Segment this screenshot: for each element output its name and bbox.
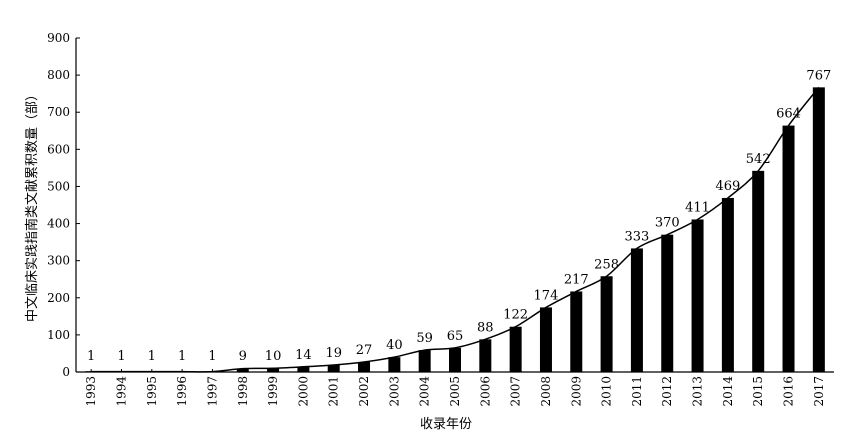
bar: [388, 357, 401, 372]
data-label: 1: [148, 349, 156, 364]
x-tick-label: 2001: [327, 376, 341, 407]
x-axis-title: 收录年份: [420, 417, 472, 432]
bar: [782, 125, 795, 373]
y-tick-label: 100: [47, 328, 70, 342]
x-tick-label: 2011: [630, 376, 644, 407]
bar: [539, 307, 552, 372]
bar: [691, 219, 704, 372]
data-label: 1: [87, 349, 95, 364]
bar: [267, 368, 280, 372]
y-tick-label: 600: [47, 142, 70, 156]
trend-line-path: [91, 86, 820, 373]
y-tick-label: 700: [47, 105, 70, 119]
x-tick-label: 2000: [296, 376, 310, 407]
bar: [570, 291, 583, 372]
x-tick-label: 2017: [812, 376, 826, 407]
y-tick-label: 200: [47, 291, 70, 305]
x-tick-label: 2015: [751, 376, 765, 407]
bar: [418, 350, 431, 372]
data-label: 10: [265, 349, 282, 364]
data-label: 14: [295, 348, 312, 363]
x-tick-label: 1993: [84, 376, 98, 407]
data-label: 9: [239, 349, 247, 364]
bar: [721, 197, 734, 372]
data-label: 411: [685, 200, 710, 215]
bar: [327, 364, 340, 372]
data-label: 40: [386, 338, 403, 353]
x-tick-label: 1996: [175, 376, 189, 407]
data-label: 1: [178, 349, 186, 364]
x-tick-label: 1994: [114, 376, 128, 407]
x-tick-label: 2004: [418, 376, 432, 407]
bar: [600, 276, 613, 372]
data-label: 65: [447, 329, 464, 344]
bar: [752, 170, 765, 372]
x-tick-label: 2016: [782, 376, 796, 407]
bar: [236, 368, 249, 372]
data-label: 1: [208, 349, 216, 364]
x-tick-label: 2012: [660, 376, 674, 407]
y-axis-title: 中文临床实践指南类文献累积数量（部）: [24, 88, 40, 322]
x-tick-label: 2005: [448, 376, 462, 407]
bar: [812, 87, 825, 372]
data-label: 19: [325, 346, 342, 361]
trend-line: [91, 86, 820, 373]
data-label: 258: [594, 257, 619, 272]
data-label: 664: [776, 107, 801, 122]
bar: [661, 234, 674, 372]
x-axis: 1993 1994 1995 1996 1997 1998 1999 2000 2001 2002…: [76, 369, 834, 407]
data-label: 469: [715, 179, 740, 194]
x-tick-label: 2006: [478, 376, 492, 407]
x-tick-label: 1998: [236, 376, 250, 407]
bar: [297, 366, 310, 372]
data-label: 88: [477, 320, 494, 335]
x-tick-label: 1995: [145, 376, 159, 407]
data-label: 542: [746, 152, 771, 167]
y-tick-label: 800: [47, 68, 70, 82]
y-tick-label: 400: [47, 217, 70, 231]
data-label: 174: [534, 288, 559, 303]
data-label: 1: [117, 349, 125, 364]
y-axis: 0 100 200 300 400 500 600 700 800 900: [47, 31, 80, 379]
bar: [479, 339, 492, 372]
bars: [85, 87, 825, 373]
bar: [509, 326, 522, 372]
x-tick-label: 2007: [509, 376, 523, 407]
bar: [449, 347, 461, 372]
y-tick-label: 0: [62, 365, 70, 379]
data-label: 370: [655, 216, 680, 231]
y-tick-label: 300: [47, 254, 70, 268]
x-tick-label: 2014: [721, 376, 735, 407]
x-tick-label: 2008: [539, 376, 553, 407]
x-tick-label: 2002: [357, 376, 371, 407]
data-label: 122: [503, 308, 528, 323]
data-label: 27: [356, 343, 373, 358]
bar: [630, 248, 643, 372]
data-label: 767: [806, 68, 831, 83]
y-tick-label: 900: [47, 31, 70, 45]
x-tick-label: 2010: [600, 376, 614, 407]
data-label: 333: [625, 229, 650, 244]
x-tick-label: 1997: [205, 376, 219, 407]
data-label: 59: [416, 331, 433, 346]
bar: [358, 361, 371, 372]
y-tick-label: 500: [47, 179, 70, 193]
data-labels: 1 1 1 1 1 9 10 14 19 27 40 59 6588122174217258333370…: [87, 68, 831, 364]
x-tick-label: 2009: [569, 376, 583, 407]
x-tick-label: 2003: [387, 376, 401, 407]
x-tick-label: 2013: [691, 376, 705, 407]
x-tick-label: 1999: [266, 376, 280, 407]
data-label: 217: [564, 272, 589, 287]
